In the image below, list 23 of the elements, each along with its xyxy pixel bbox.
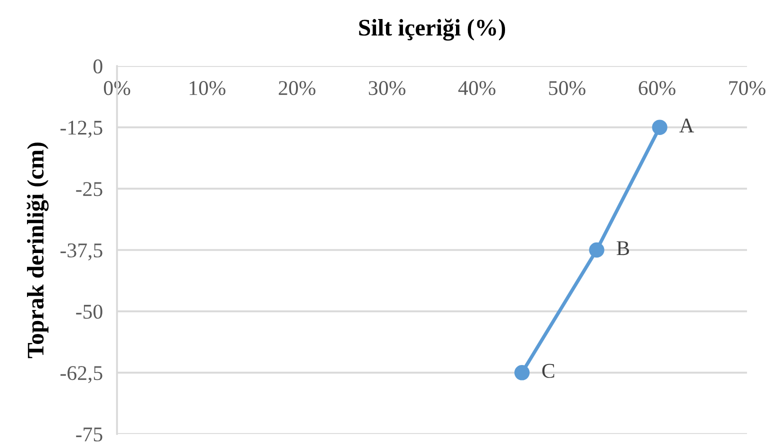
x-axis-title: Silt içeriği (%) <box>359 18 506 41</box>
x-tick-label: 50% <box>549 81 586 96</box>
annotation: C <box>542 364 554 378</box>
point <box>652 120 668 135</box>
y-tick-label: -50 <box>76 304 102 319</box>
y-tick-label: -62,5 <box>60 366 102 384</box>
y-tick-label: -75 <box>76 428 102 442</box>
x-tick-label: 10% <box>190 81 226 96</box>
x-tick-label: 20% <box>278 81 316 96</box>
annotation: A <box>679 118 694 132</box>
x-tick-label: 40% <box>458 81 496 96</box>
y-tick-label: 0 <box>93 59 102 74</box>
point <box>589 242 604 258</box>
annotation: B <box>616 241 630 256</box>
point <box>514 365 530 380</box>
x-tick-label: 30% <box>368 81 406 96</box>
x-tick-label: 0% <box>104 81 130 96</box>
x-tick-label: 70% <box>729 81 766 96</box>
x-tick-label: 60% <box>638 81 676 96</box>
y-tick-label: -25 <box>76 182 102 196</box>
y-axis-title: Toprak derinliği (cm) <box>26 142 49 358</box>
y-tick-label: -12,5 <box>60 120 102 138</box>
y-tick-label: -37,5 <box>60 243 102 260</box>
